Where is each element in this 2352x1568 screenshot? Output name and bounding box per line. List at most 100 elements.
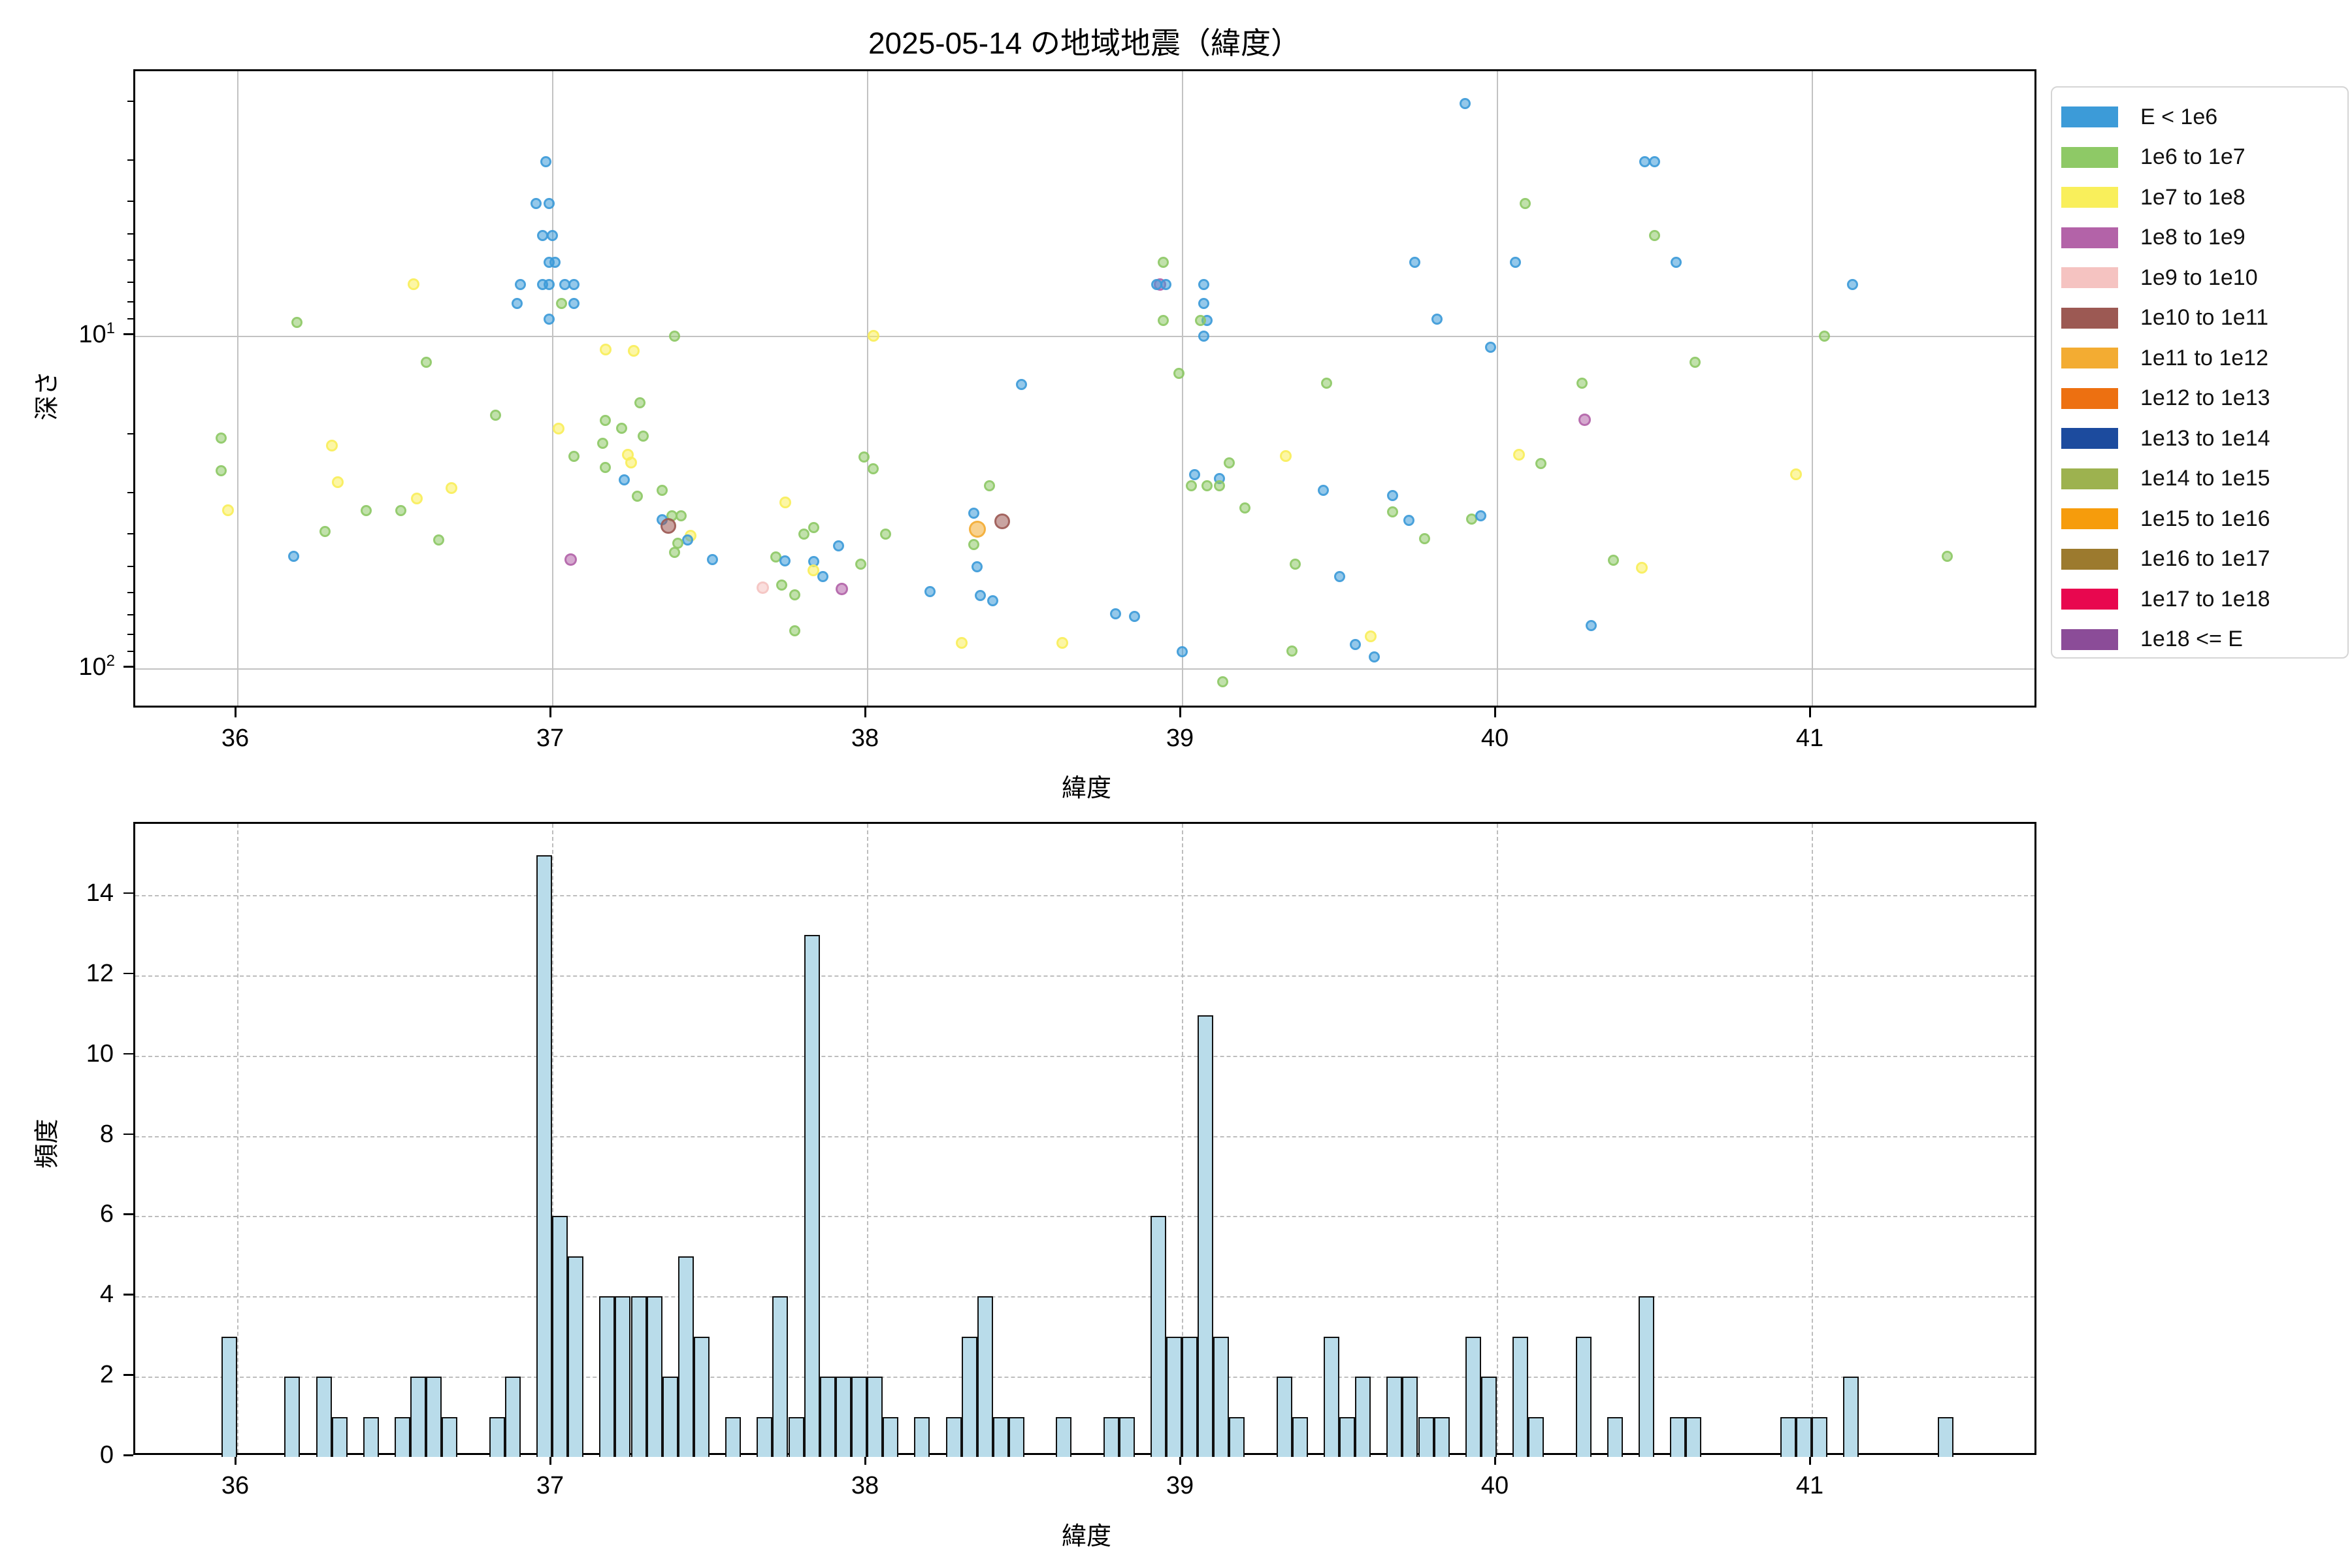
scatter-point	[757, 581, 770, 594]
hist-bar	[1276, 1377, 1292, 1457]
scatter-point	[868, 463, 879, 474]
scatter-point	[1431, 313, 1443, 325]
scatter-point	[1217, 676, 1229, 687]
scatter-point	[984, 480, 996, 491]
hist-ytick	[123, 1053, 133, 1055]
legend-entry: 1e10 to 1e11	[2052, 298, 2347, 338]
legend-swatch	[2061, 589, 2118, 610]
hist-bar	[835, 1377, 851, 1457]
hist-bar	[1418, 1416, 1434, 1457]
scatter-point	[924, 586, 936, 598]
scatter-point	[955, 636, 968, 649]
scatter-ytick-minor	[127, 533, 133, 535]
scatter-point	[880, 528, 892, 540]
hist-ytick-label: 8	[99, 1120, 114, 1148]
hist-gridline-y	[135, 1216, 2034, 1218]
scatter-point	[1510, 256, 1522, 268]
hist-bar	[1575, 1336, 1592, 1457]
scatter-point	[867, 330, 879, 342]
scatter-point	[395, 505, 407, 517]
hist-bar	[1402, 1377, 1418, 1457]
scatter-point	[661, 517, 677, 534]
scatter-xtick-label: 37	[536, 725, 564, 752]
scatter-point	[555, 298, 567, 310]
scatter-point	[1195, 315, 1207, 327]
scatter-point	[596, 437, 608, 449]
scatter-point	[858, 451, 870, 463]
legend-entry-label: 1e11 to 1e12	[2140, 345, 2268, 370]
hist-ytick-label: 4	[99, 1281, 114, 1309]
legend-entry: 1e9 to 1e10	[2052, 257, 2347, 298]
hist-bar	[1937, 1416, 1953, 1457]
scatter-point	[1941, 550, 1953, 562]
scatter-ytick-minor	[127, 491, 133, 493]
figure-title: 2025-05-14 の地域地震（緯度）	[868, 26, 1301, 60]
scatter-point	[1349, 638, 1361, 650]
histogram-ylabel: 頻度	[33, 1119, 61, 1169]
legend-entry: 1e15 to 1e16	[2052, 498, 2347, 539]
scatter-point	[631, 490, 643, 502]
legend-swatch	[2061, 548, 2118, 570]
hist-bar	[221, 1336, 237, 1457]
hist-bar	[693, 1336, 710, 1457]
legend-swatch	[2061, 227, 2118, 248]
scatter-point	[407, 278, 419, 291]
scatter-point	[1223, 457, 1235, 468]
legend-entry-label: 1e12 to 1e13	[2140, 385, 2270, 410]
scatter-point	[808, 522, 819, 534]
hist-xtick-label: 36	[221, 1472, 250, 1499]
scatter-point	[433, 534, 444, 546]
legend-swatch	[2061, 307, 2118, 329]
scatter-ylabel: 深さ	[33, 370, 61, 421]
scatter-xtick	[235, 708, 237, 717]
legend-entry-label: 1e17 to 1e18	[2140, 586, 2270, 612]
scatter-point	[1201, 480, 1213, 492]
hist-xtick-label: 41	[1795, 1472, 1824, 1499]
scatter-gridline-x	[1812, 71, 1813, 706]
scatter-point	[1198, 330, 1210, 342]
scatter-point	[291, 316, 303, 328]
scatter-point	[1198, 298, 1210, 310]
scatter-xtick-label: 38	[851, 725, 879, 752]
scatter-point	[1173, 368, 1184, 380]
hist-bar	[536, 855, 552, 1457]
scatter-point	[681, 534, 693, 546]
scatter-xtick	[549, 708, 551, 717]
legend-box: E < 1e6 1e6 to 1e7 1e7 to 1e8 1e8 to 1e9 1e9…	[2051, 86, 2349, 659]
hist-bar	[788, 1416, 804, 1457]
scatter-xtick	[1809, 708, 1811, 717]
scatter-point	[410, 492, 423, 504]
scatter-point	[1789, 468, 1802, 481]
legend-entry-label: E < 1e6	[2140, 104, 2218, 129]
hist-bar	[1386, 1377, 1403, 1457]
scatter-point	[1286, 645, 1298, 657]
hist-bar	[725, 1416, 742, 1457]
scatter-ytick-label: 101	[78, 319, 115, 348]
hist-bar	[1512, 1336, 1529, 1457]
hist-bar	[883, 1416, 899, 1457]
scatter-point	[1418, 532, 1430, 544]
hist-bar	[426, 1377, 442, 1457]
legend-entry: 1e14 to 1e15	[2052, 459, 2347, 499]
scatter-point	[987, 595, 999, 606]
scatter-point	[634, 397, 646, 408]
legend-entry-label: 1e15 to 1e16	[2140, 506, 2270, 531]
scatter-point	[615, 423, 627, 434]
scatter-ytick-minor	[127, 565, 133, 567]
scatter-ytick-label: 102	[78, 652, 115, 681]
hist-bar	[1607, 1416, 1623, 1457]
scatter-ytick-minor	[127, 282, 133, 284]
hist-bar	[992, 1416, 1009, 1457]
hist-bar	[316, 1377, 332, 1457]
hist-gridline-y	[135, 1296, 2034, 1298]
scatter-point	[1607, 555, 1619, 566]
scatter-point	[568, 450, 580, 462]
scatter-ytick-minor	[127, 318, 133, 319]
hist-xtick	[1809, 1455, 1811, 1465]
scatter-ytick-minor	[127, 614, 133, 616]
histogram-plot-area	[133, 822, 2036, 1457]
scatter-point	[1847, 278, 1859, 290]
scatter-point	[1484, 341, 1496, 353]
scatter-point	[1387, 489, 1399, 501]
scatter-point	[1160, 278, 1172, 290]
